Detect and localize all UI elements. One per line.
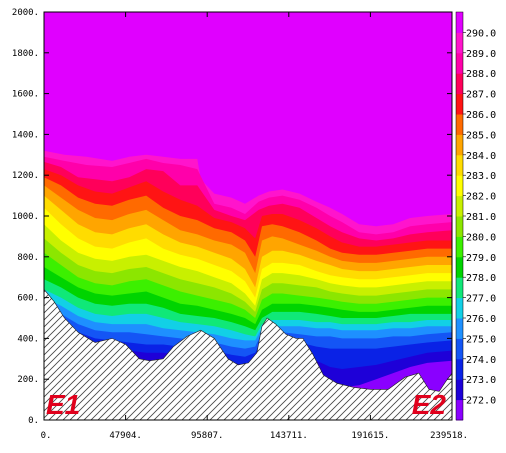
y-tick-label: 1000. <box>12 212 39 222</box>
colorbar-swatch <box>456 379 463 401</box>
colorbar-label: 277.0 <box>466 294 496 305</box>
colorbar-label: 275.0 <box>466 334 496 345</box>
y-tick-label: 1200. <box>12 171 39 181</box>
colorbar-swatch <box>456 216 463 237</box>
y-tick-label: 1800. <box>12 49 39 59</box>
y-tick-label: 600. <box>17 294 39 304</box>
colorbar: 272.0 273.0 274.0 275.0 276.0 277.0 278.0 279.0… <box>455 11 496 421</box>
colorbar-swatch <box>456 399 463 421</box>
colorbar-swatch <box>456 114 463 135</box>
colorbar-swatch <box>456 175 463 197</box>
annotation-e2: E2 <box>412 389 447 420</box>
colorbar-label: 274.0 <box>466 355 496 366</box>
plot-area <box>44 12 452 420</box>
colorbar-label: 278.0 <box>466 273 496 284</box>
colorbar-label: 286.0 <box>466 110 496 121</box>
y-tick-label: 200. <box>17 375 39 385</box>
colorbar-swatch <box>456 297 463 319</box>
colorbar-label: 272.0 <box>466 396 496 407</box>
colorbar-swatch <box>456 52 463 74</box>
colorbar-swatch <box>456 195 463 217</box>
colorbar-swatch <box>456 154 463 176</box>
colorbar-label: 285.0 <box>466 130 496 141</box>
colorbar-swatch <box>456 338 463 360</box>
colorbar-swatch <box>456 93 463 115</box>
colorbar-swatch <box>456 358 463 380</box>
terrain <box>44 288 452 420</box>
colorbar-label: 290.0 <box>466 28 496 39</box>
x-tick-label: 95807. <box>191 431 224 441</box>
colorbar-label: 281.0 <box>466 212 496 223</box>
y-tick-label: 800. <box>17 253 39 263</box>
colorbar-swatch <box>456 134 463 156</box>
colorbar-swatch <box>456 12 463 33</box>
colorbar-label: 280.0 <box>466 232 496 243</box>
colorbar-label: 282.0 <box>466 192 496 203</box>
y-tick-label: 1400. <box>12 130 39 140</box>
colorbar-swatch <box>456 318 463 339</box>
annotation-e1: E1 <box>46 389 80 420</box>
colorbar-label: 287.0 <box>466 90 496 101</box>
colorbar-swatch <box>456 256 463 278</box>
colorbar-swatch <box>456 277 463 299</box>
colorbar-label: 288.0 <box>466 69 496 80</box>
y-tick-label: 0. <box>28 416 39 426</box>
colorbar-label: 276.0 <box>466 314 496 325</box>
x-tick-label: 191615. <box>351 431 389 441</box>
x-tick-label: 143711. <box>270 431 308 441</box>
colorbar-swatch <box>456 236 463 258</box>
x-tick-label: 239518. <box>430 431 468 441</box>
y-tick-label: 2000. <box>12 8 39 18</box>
colorbar-label: 284.0 <box>466 151 496 162</box>
colorbar-label: 273.0 <box>466 375 496 386</box>
colorbar-swatch <box>456 32 463 54</box>
x-tick-label: 0. <box>41 431 52 441</box>
colorbar-swatch <box>456 73 463 95</box>
colorbar-label: 289.0 <box>466 49 496 60</box>
y-tick-label: 400. <box>17 334 39 344</box>
x-tick-label: 47904. <box>109 431 142 441</box>
x-axis: 0. 47904. 95807. 143711. 191615. 239518. <box>41 12 468 441</box>
colorbar-label: 283.0 <box>466 171 496 182</box>
y-axis: 0. 200. 400. 600. 800. 1000. 1200. 1400. 1600. 18… <box>12 8 452 426</box>
colorbar-label: 279.0 <box>466 253 496 264</box>
y-tick-label: 1600. <box>12 90 39 100</box>
